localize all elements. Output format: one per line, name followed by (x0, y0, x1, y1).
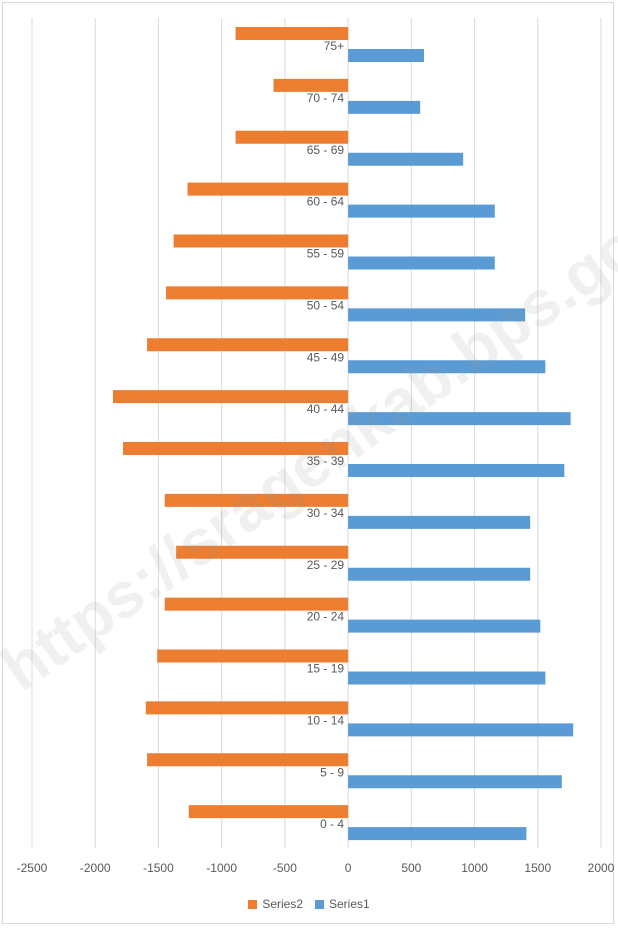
bar-series1-45-49 (348, 360, 546, 374)
bar-series1-35-39 (348, 464, 565, 477)
category-label: 30 - 34 (307, 506, 345, 520)
bar-series1-15-19 (348, 671, 546, 685)
bar-series2-55-59 (173, 234, 349, 248)
x-tick-label: 1500 (524, 861, 551, 875)
category-label: 35 - 39 (307, 454, 345, 468)
bar-series1-30-34 (348, 515, 531, 529)
legend-swatch-series1 (315, 899, 324, 909)
bar-series2-40-44 (112, 390, 349, 404)
bar-series1-75+ (348, 49, 424, 62)
bar-series2-65-69 (235, 130, 349, 144)
bar-series2-20-24 (164, 597, 349, 611)
legend: Series2 Series1 (0, 897, 618, 911)
category-label: 25 - 29 (307, 558, 345, 572)
bar-series2-25-29 (176, 545, 349, 559)
bar-series1-5-9 (348, 775, 562, 789)
category-label: 45 - 49 (307, 350, 345, 364)
bar-series2-5-9 (147, 753, 349, 767)
category-label: 55 - 59 (307, 247, 345, 261)
legend-label-series2: Series2 (262, 897, 303, 911)
x-tick-label: -2500 (17, 861, 48, 875)
category-label: 75+ (324, 39, 344, 53)
legend-label-series1: Series1 (329, 897, 370, 911)
bar-series1-40-44 (348, 412, 571, 426)
bar-series1-20-24 (348, 619, 541, 633)
category-label: 0 - 4 (320, 817, 344, 831)
bar-series2-50-54 (166, 286, 349, 300)
bar-series1-60-64 (348, 204, 495, 218)
category-label: 65 - 69 (307, 143, 345, 157)
x-tick-label: 500 (401, 861, 421, 875)
x-tick-label: 0 (345, 861, 352, 875)
bar-series2-35-39 (123, 442, 349, 455)
bar-series2-15-19 (157, 649, 349, 663)
legend-swatch-series2 (248, 899, 258, 909)
x-tick-label: -2000 (80, 861, 111, 875)
category-label: 10 - 14 (307, 713, 345, 727)
bar-series1-25-29 (348, 567, 531, 581)
category-label: 15 - 19 (307, 662, 345, 676)
x-tick-label: -1000 (206, 861, 237, 875)
bar-series2-0-4 (188, 805, 349, 819)
bar-series2-45-49 (147, 338, 349, 352)
category-label: 20 - 24 (307, 610, 345, 624)
x-tick-label: 1000 (461, 861, 488, 875)
bar-series2-70-74 (273, 78, 349, 92)
bar-series1-50-54 (348, 308, 526, 322)
legend-item-series2: Series2 (248, 897, 303, 911)
category-label: 60 - 64 (307, 195, 345, 209)
x-tick-label: 2000 (588, 861, 615, 875)
x-tick-label: -1500 (143, 861, 174, 875)
bar-series2-60-64 (187, 182, 349, 196)
category-label: 50 - 54 (307, 298, 345, 312)
bar-series1-55-59 (348, 256, 495, 270)
category-label: 5 - 9 (320, 765, 344, 779)
bar-series2-30-34 (164, 493, 349, 507)
x-tick-label: -500 (273, 861, 297, 875)
category-label: 70 - 74 (307, 91, 345, 105)
category-label: 40 - 44 (307, 402, 345, 416)
bar-series2-10-14 (145, 701, 349, 715)
bar-series1-10-14 (348, 723, 574, 737)
bar-series1-70-74 (348, 100, 421, 114)
bar-series1-0-4 (348, 827, 527, 841)
legend-item-series1: Series1 (315, 897, 370, 911)
bar-series2-75+ (235, 27, 349, 40)
bar-series1-65-69 (348, 152, 464, 166)
